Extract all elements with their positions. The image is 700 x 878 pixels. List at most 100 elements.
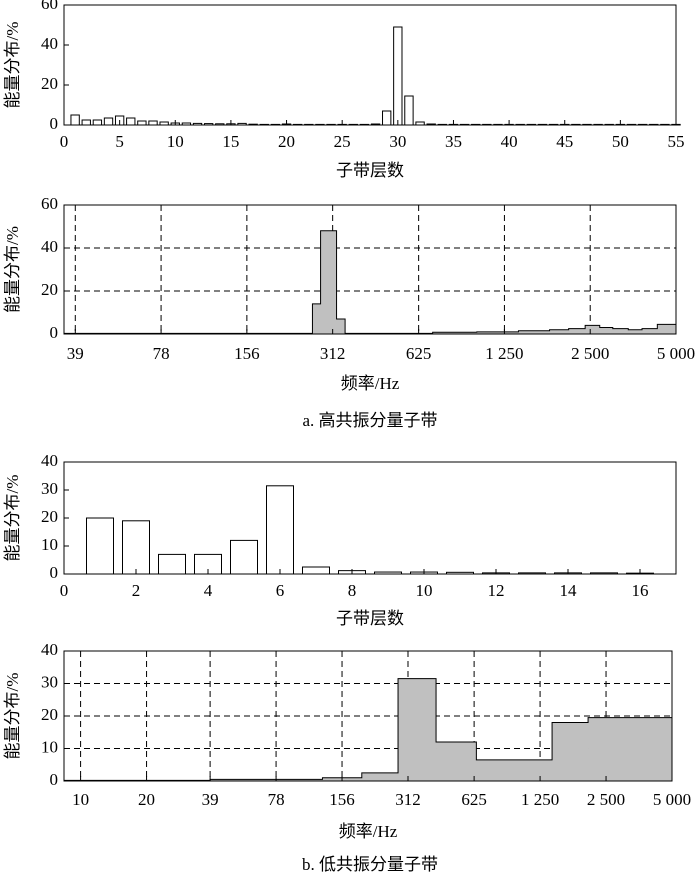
- bar: [148, 120, 158, 126]
- y-tick-label: 40: [41, 451, 58, 470]
- y-tick-label: 0: [50, 563, 59, 582]
- histogram-bar: [397, 678, 437, 782]
- x-tick-label: 0: [60, 132, 69, 151]
- y-tick-label: 40: [41, 34, 58, 53]
- y-axis-label: 能量分布/%: [3, 226, 22, 313]
- x-axis-label: 子带层数: [336, 161, 404, 180]
- histogram-bar: [641, 328, 658, 335]
- x-tick-label: 312: [320, 344, 346, 363]
- x-tick-label: 2 500: [587, 790, 625, 809]
- x-tick-label: 5: [115, 132, 124, 151]
- x-tick-label: 0: [60, 581, 69, 600]
- y-axis-label: 能量分布/%: [3, 673, 22, 760]
- histogram-outline: [63, 678, 673, 781]
- y-tick-label: 0: [50, 114, 59, 133]
- bar: [158, 553, 186, 575]
- bar: [126, 117, 136, 126]
- x-tick-label: 40: [501, 132, 518, 151]
- x-axis-label: 频率/Hz: [341, 374, 400, 393]
- y-axis-label: 能量分布/%: [3, 475, 22, 562]
- y-tick-label: 20: [41, 705, 58, 724]
- histogram-outline: [63, 230, 677, 334]
- histogram-bar: [599, 327, 614, 335]
- x-tick-label: 8: [348, 581, 357, 600]
- plot-frame: [63, 461, 677, 575]
- bar: [302, 566, 330, 575]
- x-tick-label: 2: [132, 581, 141, 600]
- y-tick-label: 10: [41, 737, 58, 756]
- x-tick-label: 39: [202, 790, 219, 809]
- histogram-bar: [551, 722, 589, 782]
- y-tick-label: 0: [50, 323, 59, 342]
- x-tick-label: 39: [67, 344, 84, 363]
- x-axis-label: 频率/Hz: [339, 822, 398, 841]
- histogram-bar: [476, 759, 553, 782]
- y-tick-label: 30: [41, 672, 58, 691]
- x-tick-label: 14: [560, 581, 578, 600]
- x-tick-label: 10: [416, 581, 433, 600]
- bar: [70, 114, 80, 126]
- histogram-bar: [657, 324, 677, 335]
- x-tick-label: 1 250: [485, 344, 523, 363]
- x-tick-label: 15: [222, 132, 239, 151]
- bar: [122, 520, 150, 575]
- histogram-bar: [336, 318, 346, 335]
- x-tick-label: 156: [234, 344, 260, 363]
- caption: b. 低共振分量子带: [302, 855, 438, 874]
- caption: a. 高共振分量子带: [302, 411, 437, 430]
- x-tick-label: 78: [268, 790, 285, 809]
- y-tick-label: 40: [41, 237, 58, 256]
- y-tick-label: 20: [41, 280, 58, 299]
- y-tick-label: 20: [41, 74, 58, 93]
- bar: [382, 110, 392, 126]
- x-tick-label: 1 250: [521, 790, 559, 809]
- histogram-bar: [568, 328, 586, 335]
- x-tick-label: 6: [276, 581, 285, 600]
- histogram-bar: [584, 325, 600, 335]
- x-tick-label: 5 000: [657, 344, 695, 363]
- bar: [393, 26, 403, 126]
- histogram-bar: [549, 329, 569, 335]
- histogram-bar: [435, 741, 477, 782]
- bar: [86, 517, 114, 575]
- x-tick-label: 625: [406, 344, 432, 363]
- x-tick-label: 20: [138, 790, 155, 809]
- x-tick-label: 4: [204, 581, 213, 600]
- x-tick-label: 35: [445, 132, 462, 151]
- x-tick-label: 78: [153, 344, 170, 363]
- x-tick-label: 16: [632, 581, 649, 600]
- x-tick-label: 20: [278, 132, 295, 151]
- x-tick-label: 625: [461, 790, 487, 809]
- bar: [230, 539, 258, 575]
- bar: [266, 485, 294, 575]
- histogram-bar: [628, 329, 643, 335]
- y-tick-label: 20: [41, 507, 58, 526]
- bar: [404, 95, 414, 126]
- y-tick-label: 0: [50, 770, 59, 789]
- x-tick-label: 2 500: [571, 344, 609, 363]
- bar: [103, 117, 114, 126]
- y-tick-label: 40: [41, 640, 58, 659]
- x-tick-label: 50: [612, 132, 629, 151]
- y-tick-label: 60: [41, 194, 58, 213]
- y-tick-label: 30: [41, 479, 58, 498]
- bar: [137, 120, 147, 126]
- y-tick-label: 60: [41, 0, 58, 13]
- histogram-bar: [312, 303, 321, 335]
- histogram-bar: [587, 717, 673, 782]
- x-tick-label: 156: [329, 790, 355, 809]
- plot-frame: [63, 4, 677, 126]
- bar: [92, 119, 103, 126]
- x-tick-label: 45: [556, 132, 573, 151]
- y-tick-label: 10: [41, 535, 58, 554]
- x-tick-label: 5 000: [653, 790, 691, 809]
- x-tick-label: 30: [389, 132, 406, 151]
- x-tick-label: 312: [395, 790, 421, 809]
- plot-frame: [63, 204, 677, 335]
- y-axis-label: 能量分布/%: [3, 22, 22, 109]
- x-axis-label: 子带层数: [336, 609, 404, 628]
- histogram-bar: [612, 328, 629, 335]
- x-tick-label: 12: [488, 581, 505, 600]
- bar: [81, 119, 91, 126]
